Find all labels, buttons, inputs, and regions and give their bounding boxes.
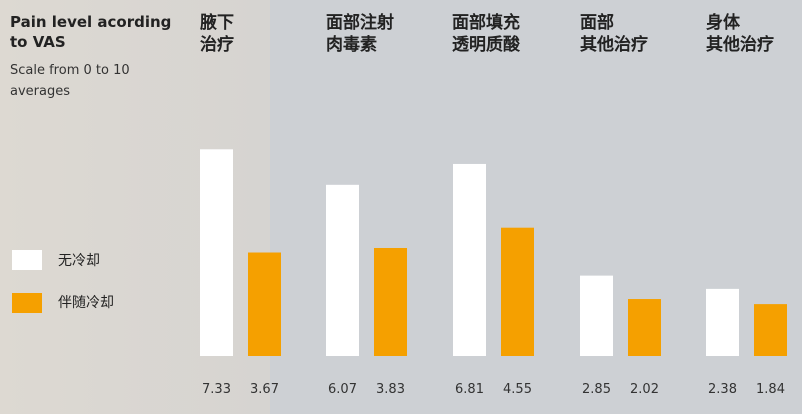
bar-no-cooling-3 — [580, 275, 613, 356]
category-label-1: 面部注射 肉毒素 — [326, 13, 394, 55]
legend-label-no-cooling: 无冷却 — [58, 253, 100, 269]
category-label-4: 身体 其他治疗 — [706, 13, 774, 55]
value-label-with-cooling-0: 3.67 — [250, 382, 279, 397]
bar-with-cooling-1 — [374, 247, 407, 356]
chart-subtitle-line1: Scale from 0 to 10 — [10, 63, 130, 78]
bar-with-cooling-2 — [501, 227, 534, 356]
value-label-with-cooling-4: 1.84 — [756, 382, 785, 397]
bar-no-cooling-1 — [326, 184, 359, 356]
bar-with-cooling-3 — [628, 299, 661, 356]
chart-subtitle-line2: averages — [10, 84, 70, 99]
value-label-no-cooling-4: 2.38 — [708, 382, 737, 397]
chart-title-line2: to VAS — [10, 33, 66, 51]
bar-with-cooling-4 — [754, 304, 787, 356]
chart-title-line1: Pain level acording — [10, 13, 172, 31]
bar-with-cooling-0 — [248, 252, 281, 356]
value-label-with-cooling-2: 4.55 — [503, 382, 532, 397]
category-label-3: 面部 其他治疗 — [580, 13, 648, 55]
legend-swatch-with-cooling — [12, 293, 42, 313]
bar-no-cooling-0 — [200, 149, 233, 356]
value-label-with-cooling-1: 3.83 — [376, 382, 405, 397]
category-label-0: 腋下 治疗 — [200, 13, 234, 55]
value-label-no-cooling-2: 6.81 — [455, 382, 484, 397]
value-label-no-cooling-0: 7.33 — [202, 382, 231, 397]
category-label-2: 面部填充 透明质酸 — [452, 13, 520, 55]
value-label-with-cooling-3: 2.02 — [630, 382, 659, 397]
value-label-no-cooling-1: 6.07 — [328, 382, 357, 397]
value-label-no-cooling-3: 2.85 — [582, 382, 611, 397]
legend-swatch-no-cooling — [12, 250, 42, 270]
bar-no-cooling-4 — [706, 288, 739, 356]
bar-no-cooling-2 — [453, 163, 486, 356]
legend-label-with-cooling: 伴随冷却 — [58, 295, 114, 311]
